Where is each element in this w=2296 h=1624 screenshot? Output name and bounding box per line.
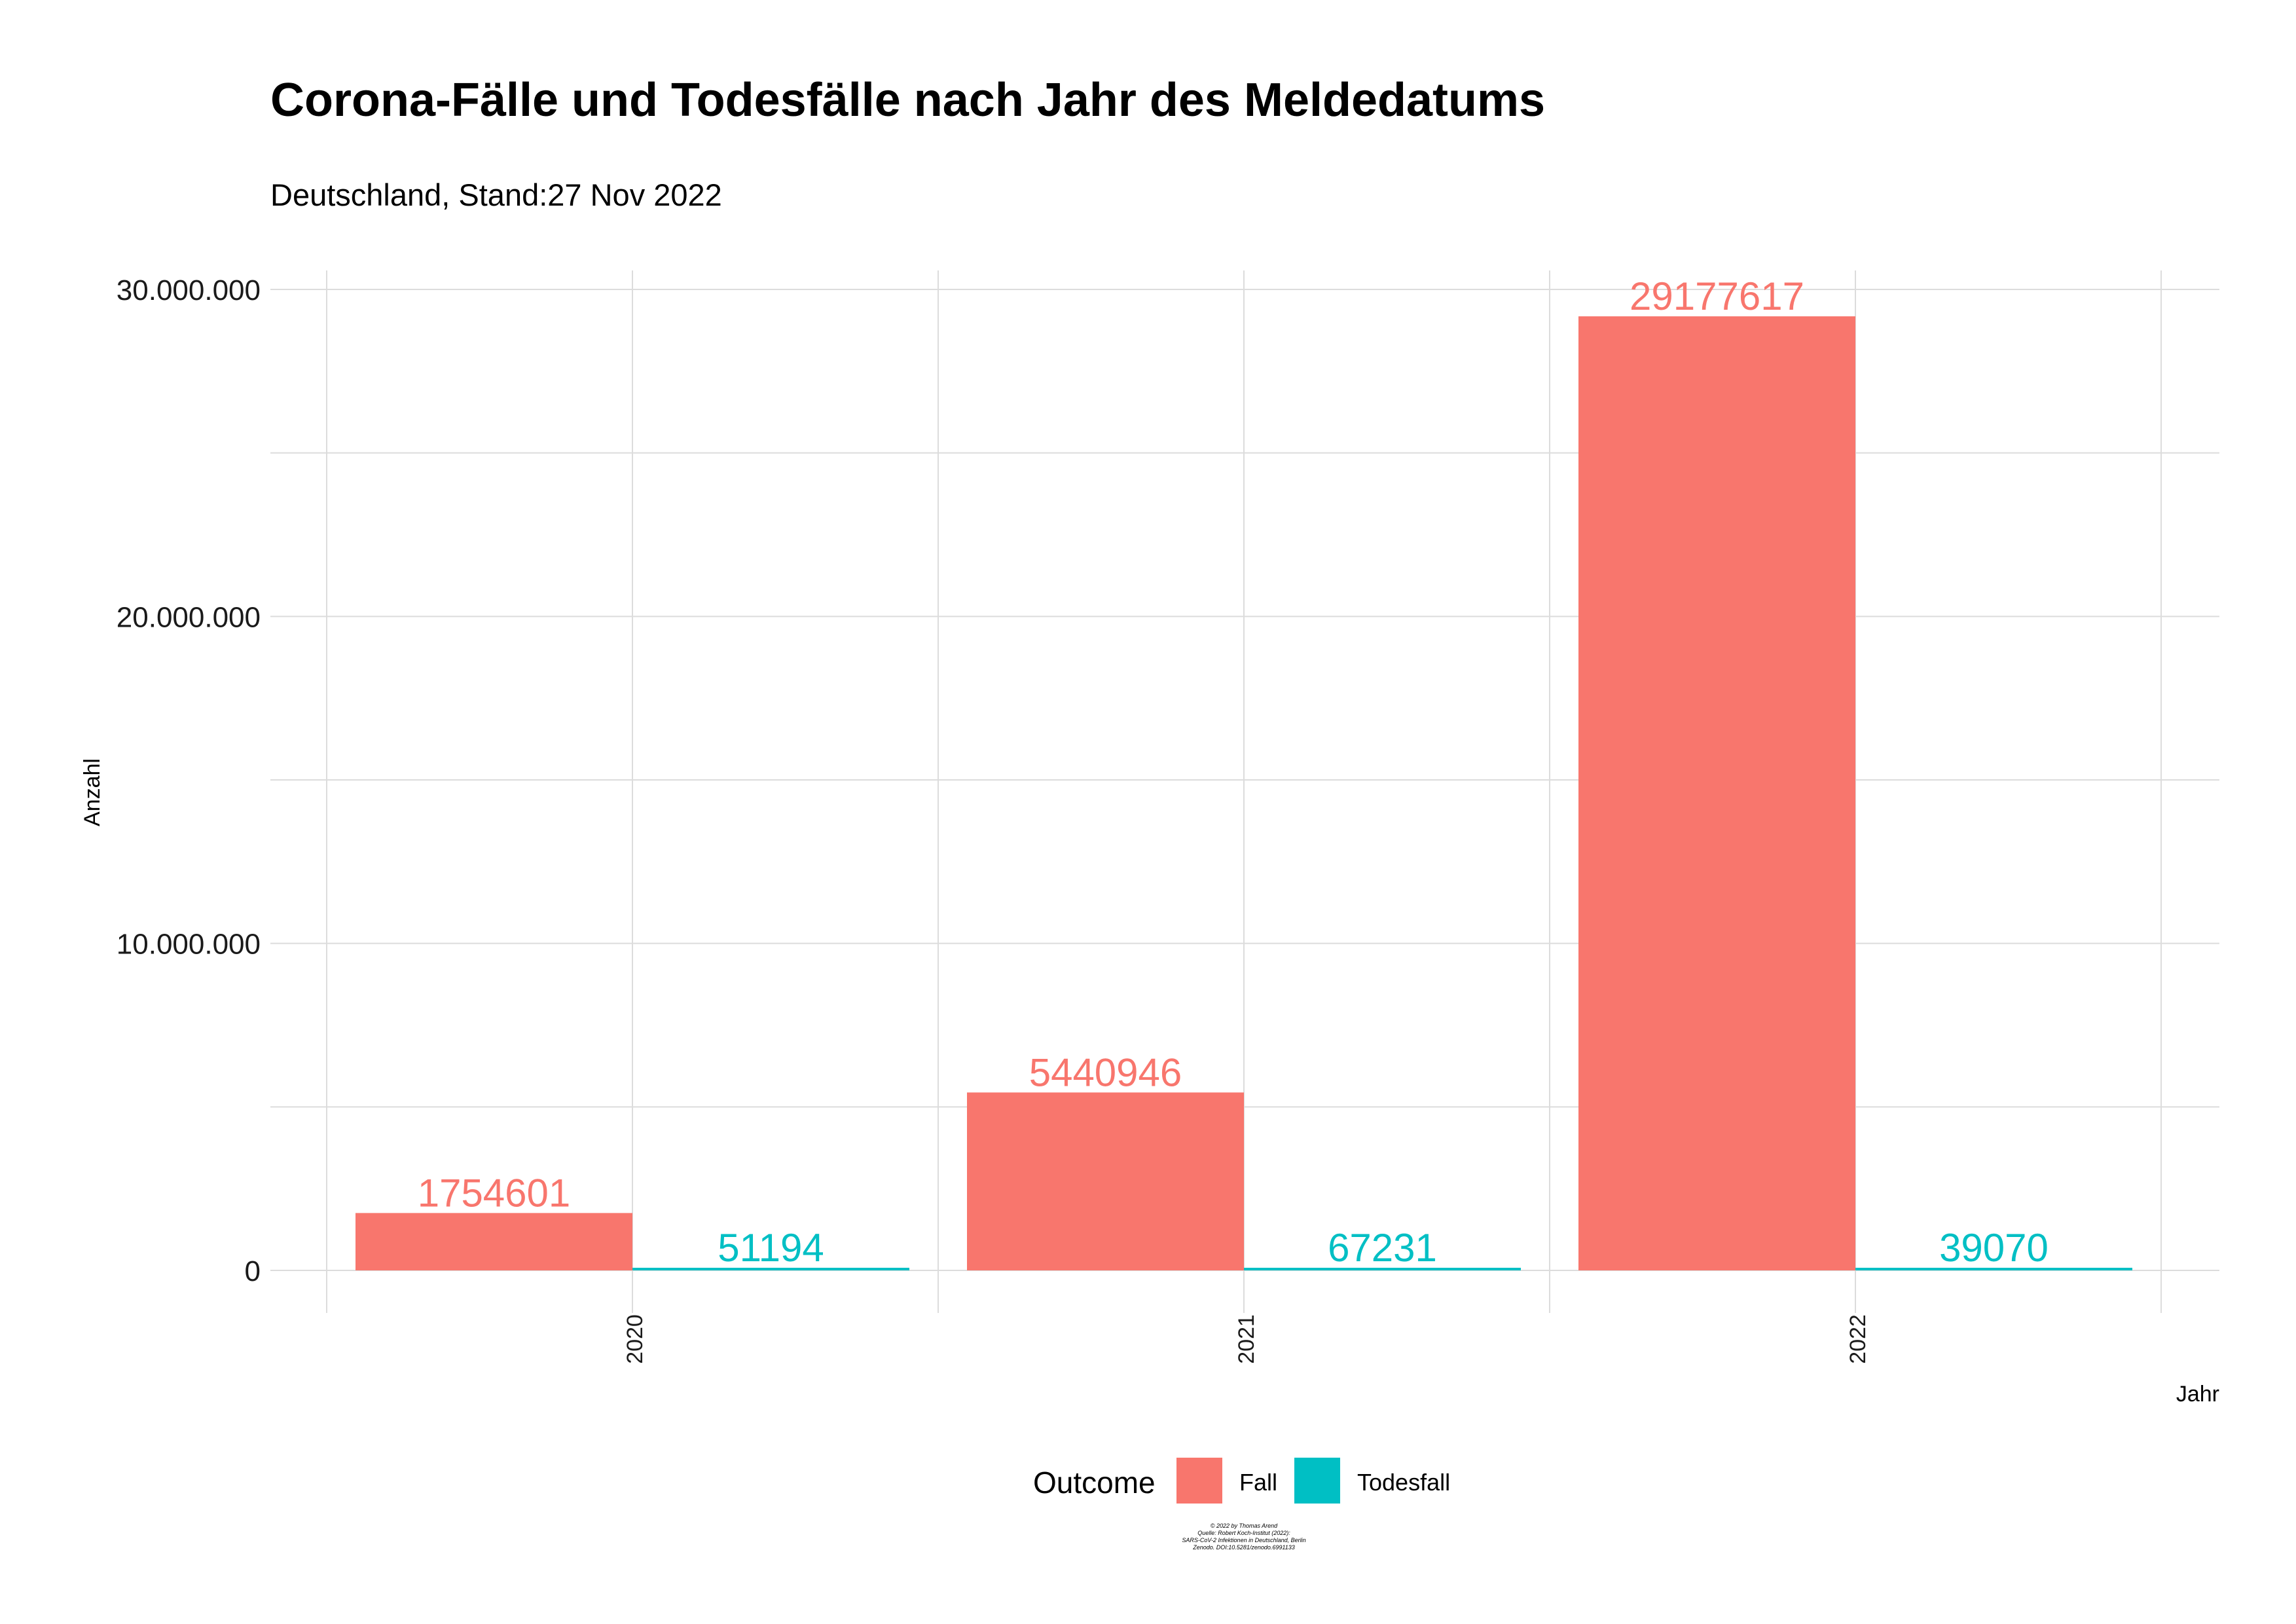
caption-line: © 2022 by Thomas Arend bbox=[1210, 1522, 1278, 1529]
legend-label-todesfall: Todesfall bbox=[1357, 1469, 1450, 1496]
data-label: 39070 bbox=[1939, 1226, 2049, 1270]
bar-todesfall-2022 bbox=[1855, 1268, 2132, 1270]
grid-lines bbox=[270, 270, 2219, 1313]
bar-fall-2020 bbox=[355, 1213, 632, 1270]
x-tick-label: 2022 bbox=[1846, 1314, 1870, 1364]
bar-fall-2021 bbox=[967, 1092, 1244, 1270]
y-tick-label: 0 bbox=[245, 1255, 261, 1287]
x-tick-label: 2021 bbox=[1234, 1314, 1259, 1364]
data-labels: 1754601 5440946 29177617 51194 67231 39070 bbox=[418, 274, 2049, 1270]
data-label: 51194 bbox=[718, 1226, 824, 1270]
bar-fall-2022 bbox=[1578, 316, 1855, 1270]
y-tick-label: 20.000.000 bbox=[117, 601, 261, 633]
caption-line: Zenodo. DOI:10.5281/zenodo.6991133 bbox=[1193, 1544, 1295, 1551]
legend-swatch-todesfall bbox=[1294, 1458, 1340, 1504]
data-label: 29177617 bbox=[1630, 274, 1804, 318]
legend: Outcome Fall Todesfall bbox=[1033, 1458, 1450, 1504]
legend-swatch-fall bbox=[1176, 1458, 1222, 1504]
caption-line: Quelle: Robert Koch-Institut (2022): bbox=[1197, 1530, 1290, 1536]
x-tick-label: 2020 bbox=[623, 1314, 647, 1364]
data-label: 5440946 bbox=[1029, 1050, 1182, 1094]
y-axis-title: Anzahl bbox=[80, 758, 105, 826]
legend-label-fall: Fall bbox=[1239, 1469, 1277, 1496]
bar-todesfall-2020 bbox=[632, 1268, 909, 1270]
chart-subtitle: Deutschland, Stand:27 Nov 2022 bbox=[270, 177, 722, 212]
x-axis-title: Jahr bbox=[2176, 1382, 2219, 1407]
axes: 0 10.000.000 20.000.000 30.000.000 2020 2021 2… bbox=[80, 274, 2219, 1407]
y-tick-label: 10.000.000 bbox=[117, 929, 261, 961]
source-caption: © 2022 by Thomas Arend Quelle: Robert Ko… bbox=[1048, 1522, 1440, 1551]
caption-line: SARS-CoV-2 Infektionen in Deutschland, B… bbox=[1182, 1537, 1306, 1543]
bar-todesfall-2021 bbox=[1244, 1268, 1521, 1270]
bars bbox=[355, 316, 2132, 1270]
data-label: 1754601 bbox=[418, 1171, 571, 1215]
y-tick-label: 30.000.000 bbox=[117, 274, 261, 306]
data-label: 67231 bbox=[1328, 1226, 1437, 1270]
legend-title: Outcome bbox=[1033, 1466, 1156, 1500]
chart-title: Corona-Fälle und Todesfälle nach Jahr de… bbox=[270, 74, 1546, 126]
